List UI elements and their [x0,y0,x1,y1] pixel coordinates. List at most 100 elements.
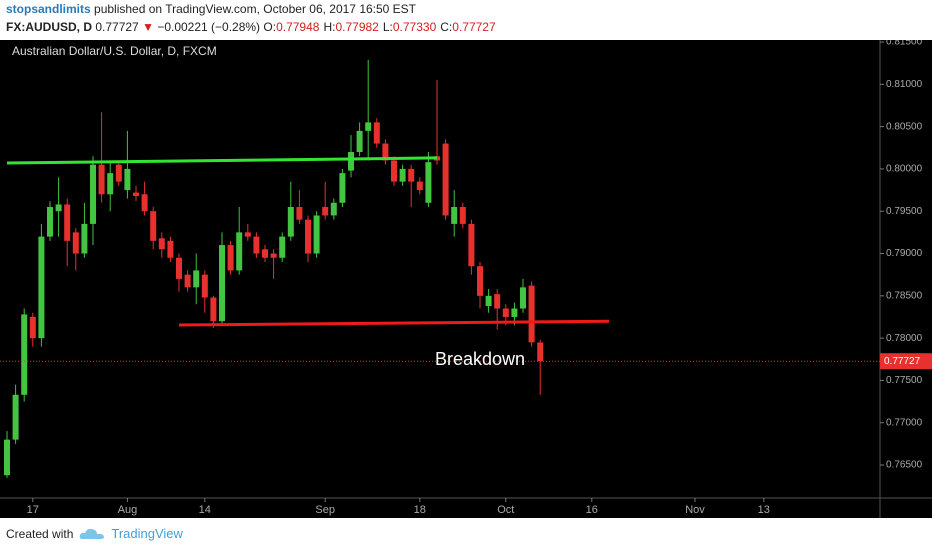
candle-body [511,308,518,317]
candle-body [124,168,131,191]
ohlc-value: 0.77727 [452,20,496,34]
ohlc-value: 0.77982 [335,20,379,34]
ohlc-key: O: [263,20,277,34]
annotation: Breakdown [435,349,525,369]
price: 0.77727 [95,20,139,34]
candle-body [193,270,200,288]
candle-body [425,162,432,203]
ohlc-value: 0.77330 [392,20,437,34]
candle-body [477,266,483,296]
header: stopsandlimits published on TradingView.… [6,0,926,36]
x-tick-label: 18 [414,504,426,516]
candle-body [29,316,36,339]
candle-body [279,236,286,258]
down-arrow: ▼ [142,20,154,34]
candle-body [468,223,475,267]
candle-body [313,215,320,254]
change: −0.00221 (−0.28%) [157,20,261,34]
candle-body [408,168,415,182]
candle-body [201,274,208,298]
candle-body [219,245,225,322]
candle-body [330,202,337,216]
candle-body [167,240,174,258]
y-tick-label: 0.78500 [886,290,923,301]
ohlc-key: L: [382,20,393,34]
candle-body [537,342,544,362]
candle-body [176,257,182,279]
candle-body [399,168,406,182]
trend-line [6,156,438,165]
candle-body [373,122,380,144]
candle-body [528,285,535,343]
candle-body [502,308,509,317]
candle-body [38,236,45,339]
candle-body [21,314,28,395]
candle-body [494,294,501,309]
y-tick-label: 0.77000 [886,417,923,428]
candle-body [150,211,157,241]
footer: Created with TradingView [6,526,183,541]
header-line-1: stopsandlimits published on TradingView.… [6,0,926,18]
candle-body [270,253,277,258]
candle-body [227,245,234,271]
ohlc: O:0.77948 H:0.77982 L:0.77330 C:0.77727 [263,20,499,34]
candle-body [244,232,251,237]
candle-body [322,206,329,216]
x-tick-label: 17 [27,504,39,516]
candle-body [210,297,217,322]
x-tick-label: 14 [199,504,211,516]
y-tick-label: 0.79000 [886,248,923,259]
candle-body [305,219,311,254]
chart-title: Australian Dollar/U.S. Dollar, D, FXCM [12,44,217,58]
candle-body [391,160,397,182]
candle-body [64,204,71,241]
candle-body [55,204,62,212]
chart: Australian Dollar/U.S. Dollar, D, FXCM 0… [0,40,932,518]
ohlc-value: 0.77948 [276,20,320,34]
ohlc-key: H: [323,20,336,34]
candle-body [47,206,53,237]
candle-body [416,181,423,191]
candle-body [485,295,492,306]
x-tick-label: Nov [685,504,705,516]
candle-body [72,232,79,254]
candle-body [4,439,10,476]
candle-body [141,194,148,212]
candle-body [236,232,243,271]
candle-body [90,164,96,224]
symbol: FX:AUDUSD, D [6,20,92,34]
published: published on TradingView.com, October 06… [94,2,417,16]
x-tick-label: 16 [586,504,598,516]
candle-body [442,143,449,216]
candle-body [520,287,526,309]
trend-line [178,319,610,327]
x-tick-label: Oct [497,504,514,516]
candle-body [451,206,458,224]
author[interactable]: stopsandlimits [6,2,91,16]
y-tick-label: 0.77500 [886,375,923,386]
brand[interactable]: TradingView [111,526,183,541]
x-tick-label: Sep [315,504,335,516]
candle-body [339,173,346,203]
candle-body [348,152,354,171]
candle-body [459,206,466,224]
logo [80,528,105,539]
candle-body [253,236,260,254]
header-line-2: FX:AUDUSD, D 0.77727 ▼ −0.00221 (−0.28%)… [6,18,926,36]
y-tick-label: 0.78000 [886,333,923,344]
candle-body [158,238,165,250]
candle-body [12,394,19,440]
last-price-box [880,353,932,370]
created-with: Created with [6,526,74,541]
x-tick-label: Aug [118,504,138,516]
candle-body [184,274,191,288]
y-tick-label: 0.81000 [886,79,923,90]
y-tick-label: 0.79500 [886,206,923,217]
candle-body [115,164,122,182]
candle-body [262,249,268,258]
y-tick-label: 0.76500 [886,460,923,471]
candle-body [382,143,389,161]
candle-body [98,164,105,195]
candle-body [81,223,88,254]
